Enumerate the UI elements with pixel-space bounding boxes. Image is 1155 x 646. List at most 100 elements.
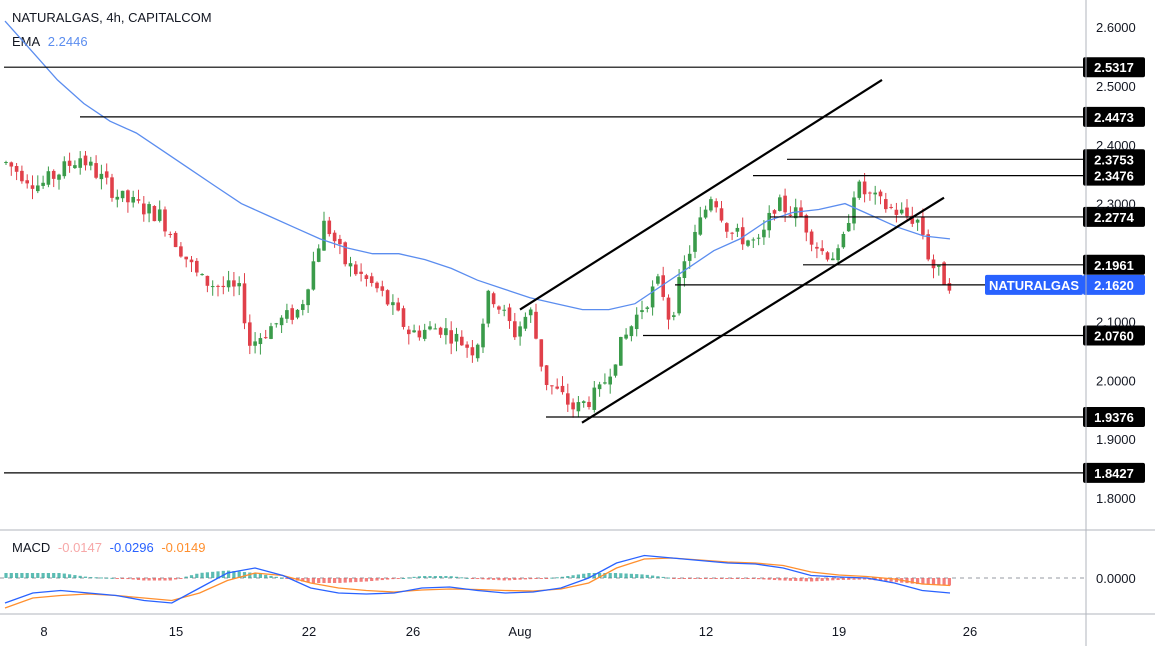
candle-down — [438, 327, 443, 335]
macd-hist-bar — [910, 578, 914, 584]
candle-down — [110, 177, 114, 198]
macd-hist-bar — [189, 575, 194, 578]
candle-up — [115, 196, 120, 200]
macd-hist-bar — [94, 577, 98, 579]
candle-down — [534, 311, 538, 339]
candle-down — [359, 271, 363, 274]
macd-hist-bar — [725, 578, 729, 579]
candle-up — [274, 323, 279, 325]
candle-up — [597, 384, 602, 390]
macd-pane: 0.0000 — [0, 529, 1155, 609]
level-tag — [1083, 149, 1145, 170]
candle-up — [306, 289, 310, 306]
macd-hist-bar — [348, 578, 353, 583]
candle-up — [422, 329, 427, 339]
candle-down — [772, 210, 777, 214]
macd-hist-bar — [746, 578, 750, 579]
macd-hist-bar — [486, 578, 490, 580]
candle-down — [369, 276, 374, 284]
x-tick-label: 19 — [832, 624, 846, 639]
x-tick-label: 26 — [406, 624, 420, 639]
macd-hist-bar — [370, 578, 374, 582]
macd-hist-bar — [36, 573, 40, 578]
macd-hist-bar — [889, 578, 893, 582]
candle-up — [311, 261, 316, 290]
macd-hist-bar — [794, 578, 798, 581]
candle-up — [428, 326, 432, 330]
candle-down — [539, 339, 544, 367]
candle-up — [735, 227, 740, 232]
candle-down — [189, 259, 194, 263]
macd-hist-bar — [666, 577, 671, 579]
macd-hist-bar — [598, 573, 602, 578]
candle-up — [682, 261, 687, 279]
macd-hist-bar — [46, 573, 50, 578]
candle-up — [836, 248, 840, 261]
macd-hist-bar — [343, 578, 347, 583]
candle-down — [263, 337, 268, 339]
candle-down — [894, 209, 899, 215]
macd-hist-bar — [719, 578, 724, 579]
macd-hist-bar — [264, 574, 268, 578]
macd-hist-bar — [136, 578, 141, 581]
ema-line — [4, 20, 951, 311]
candle-down — [862, 181, 867, 195]
macd-hist-bar — [460, 577, 464, 579]
y-tick-label: 2.0000 — [1096, 373, 1136, 388]
candle-up — [316, 248, 321, 262]
macd-hist-bar — [905, 578, 909, 584]
macd-hist-bar — [121, 578, 125, 579]
candle-up — [41, 182, 45, 186]
channel-lower-line — [581, 196, 945, 424]
macd-hist-bar — [211, 571, 215, 578]
macd-hist-bar — [280, 577, 284, 579]
macd-hist-bar — [841, 578, 845, 580]
candle-down — [560, 385, 565, 393]
candle-up — [687, 253, 692, 261]
y-tick-label: 1.8000 — [1096, 491, 1136, 506]
candle-up — [237, 283, 241, 287]
candle-up — [523, 316, 528, 329]
macd-hist-bar — [714, 578, 718, 579]
candle-up — [89, 161, 93, 166]
candle-up — [486, 290, 491, 324]
macd-hist-bar — [513, 578, 517, 580]
macd-hist-bar — [820, 578, 824, 581]
x-tick-label: 22 — [302, 624, 316, 639]
macd-hist-bar — [926, 578, 930, 585]
macd-hist-bar — [306, 578, 310, 583]
candle-up — [322, 220, 326, 251]
macd-hist-bar — [68, 574, 72, 578]
macd-hist-bar — [25, 573, 29, 578]
candle-down — [884, 199, 888, 210]
macd-hist-bar — [147, 578, 151, 581]
level-tag — [1083, 206, 1145, 227]
macd-legend: MACD -0.0147 -0.0296 -0.0149 — [12, 540, 209, 555]
macd-hist-bar — [529, 578, 533, 580]
level-tag-label: 2.3753 — [1094, 152, 1134, 167]
chart-header: NATURALGAS, 4h, CAPITALCOM — [12, 10, 216, 25]
macd-hist-bar — [651, 575, 655, 578]
macd-hist-bar — [947, 578, 951, 586]
y-tick-label: 2.5000 — [1096, 79, 1136, 94]
candle-down — [926, 234, 930, 260]
candle-up — [634, 314, 639, 330]
macd-hist-bar — [931, 578, 936, 585]
macd-hist-bar — [518, 578, 522, 580]
macd-hist-bar — [470, 578, 474, 579]
macd-hist-bar — [539, 578, 543, 579]
macd-hist-bar — [863, 578, 867, 580]
candle-down — [417, 330, 422, 338]
candle-down — [666, 297, 671, 320]
candle-down — [783, 195, 787, 213]
x-tick-label: 12 — [699, 624, 713, 639]
candle-up — [131, 196, 135, 203]
macd-hist-bar — [322, 578, 326, 583]
macd-hist-bar — [465, 577, 469, 579]
price-pane — [4, 20, 952, 424]
macd-hist-value: -0.0147 — [57, 540, 102, 555]
candle-down — [30, 185, 35, 189]
candle-up — [677, 277, 681, 314]
candle-up — [619, 336, 623, 366]
